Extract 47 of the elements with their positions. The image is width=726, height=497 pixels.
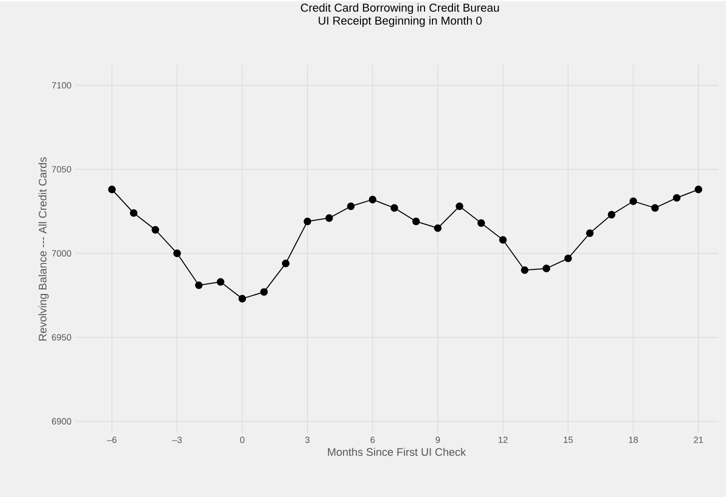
point — [694, 186, 702, 194]
chart-title: Credit Card Borrowing in Credit Bureau — [300, 3, 499, 14]
point — [282, 260, 290, 268]
x-tick-label: 12 — [498, 436, 508, 443]
x-tick-label: 15 — [564, 436, 573, 443]
point — [130, 209, 138, 217]
point — [564, 254, 572, 262]
point — [456, 202, 464, 210]
point — [173, 249, 181, 258]
y-tick-label: 6900 — [52, 418, 72, 424]
point — [347, 202, 355, 210]
x-axis-title: Months Since First UI Check — [328, 448, 466, 456]
x-tick-label: 3 — [305, 436, 310, 443]
chart-subtitle: UI Receipt Beginning in Month 0 — [318, 16, 482, 27]
y-tick-label: 7000 — [52, 250, 72, 256]
point — [542, 264, 550, 272]
point — [108, 186, 116, 194]
point — [390, 204, 398, 212]
x-tick-label: 21 — [694, 436, 703, 443]
point — [412, 218, 420, 226]
point — [672, 194, 681, 202]
point — [499, 236, 507, 244]
point — [520, 266, 528, 274]
point — [630, 197, 638, 205]
point — [368, 196, 376, 204]
point — [434, 224, 442, 232]
x-tick-label: –6 — [106, 436, 117, 443]
point — [325, 214, 333, 222]
point — [651, 204, 659, 212]
point — [304, 218, 312, 226]
point — [260, 288, 268, 296]
point — [216, 278, 224, 286]
y-axis-title: Revolving Balance --- All Credit Cards — [38, 157, 49, 340]
y-tick-label: 7050 — [52, 166, 72, 172]
point — [586, 229, 594, 237]
x-tick-label: 9 — [436, 436, 440, 443]
y-tick-label: 7100 — [52, 82, 72, 88]
x-tick-label: 6 — [370, 436, 375, 443]
point — [152, 226, 160, 234]
point — [238, 294, 246, 302]
x-tick-label: –3 — [172, 436, 182, 443]
point — [608, 210, 616, 218]
point — [195, 281, 203, 289]
x-tick-label: 0 — [240, 436, 244, 443]
point — [477, 219, 486, 227]
x-tick-label: 18 — [628, 436, 638, 443]
y-tick-label: 6950 — [52, 334, 72, 340]
